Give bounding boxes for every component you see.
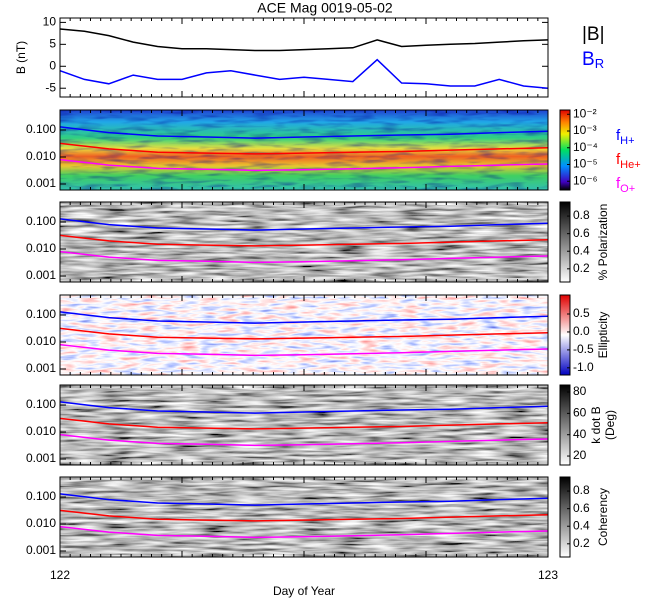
y-tick-label: 10 <box>43 15 57 29</box>
legend-label: |B| <box>582 24 605 45</box>
y-tick-label: 0.001 <box>26 268 56 282</box>
y-tick-label: 0.010 <box>26 149 56 163</box>
colorbar-label: % Polarization <box>596 204 610 281</box>
y-tick-label: 0.010 <box>26 241 56 255</box>
y-axis-label: B (nT) <box>14 41 28 74</box>
colorbar-tick-label: 0.0 <box>573 324 590 338</box>
y-tick-label: 0.010 <box>26 424 56 438</box>
y-tick-label: 0.010 <box>26 334 56 348</box>
colorbar-tick-label: 0.4 <box>573 243 590 257</box>
colorbar-tick-label: -1.0 <box>573 360 594 374</box>
series-line <box>60 58 548 89</box>
series-line <box>60 158 548 172</box>
colorbar-tick-label: 0.4 <box>573 518 590 532</box>
colorbar-tick-label: 20 <box>573 448 587 462</box>
series-line <box>60 343 548 357</box>
series-line <box>60 417 548 430</box>
series-line <box>60 28 548 52</box>
colorbar-tick-label: 60 <box>573 406 587 420</box>
y-tick-label: -5 <box>45 80 56 94</box>
y-tick-label: 0.001 <box>26 543 56 557</box>
y-tick-label: 0.100 <box>26 307 56 321</box>
series-line <box>60 311 548 324</box>
series-line <box>60 433 548 447</box>
y-tick-label: 5 <box>49 37 56 51</box>
x-tick-label: 122 <box>50 568 70 582</box>
y-tick-label: 0.100 <box>26 397 56 411</box>
x-tick-label: 123 <box>538 568 558 582</box>
y-tick-label: 0.100 <box>26 122 56 136</box>
colorbar <box>559 201 571 283</box>
colorbar-tick-label: 40 <box>573 427 587 441</box>
colorbar-tick-label: 10⁻⁶ <box>573 173 598 187</box>
legend-label: fHe+ <box>616 151 641 171</box>
legend-subscript: H+ <box>620 135 634 147</box>
series-line <box>60 218 548 231</box>
chart-title: ACE Mag 0019-05-02 <box>257 0 393 16</box>
colorbar-tick-label: 0.2 <box>573 261 590 275</box>
series-line <box>60 142 548 155</box>
legend-subscript: He+ <box>620 159 641 171</box>
series-line <box>60 250 548 264</box>
legend-subscript: R <box>595 56 604 71</box>
series-line <box>60 509 548 522</box>
y-tick-label: 0.001 <box>26 176 56 190</box>
legend-name: B <box>582 49 595 70</box>
colorbar <box>559 476 571 558</box>
colorbar <box>559 109 571 191</box>
colorbar <box>559 384 571 466</box>
legend-label: BR <box>582 49 604 71</box>
y-tick-label: 0.100 <box>26 489 56 503</box>
y-tick-label: 0.100 <box>26 214 56 228</box>
legend-name: |B| <box>582 24 605 45</box>
series-line <box>60 126 548 139</box>
colorbar-tick-label: -0.5 <box>573 342 594 356</box>
x-axis-label: Day of Year <box>273 584 335 598</box>
colorbar-tick-label: 80 <box>573 384 587 398</box>
legend-subscript: O+ <box>620 183 635 195</box>
colorbar-label: Ellipticity <box>596 312 610 359</box>
colorbar-tick-label: 0.2 <box>573 536 590 550</box>
legend-name: f <box>616 175 621 192</box>
colorbar-tick-label: 0.6 <box>573 226 590 240</box>
y-tick-label: 0.010 <box>26 516 56 530</box>
colorbar-tick-label: 10⁻³ <box>573 123 597 137</box>
colorbar-label: Coherency <box>596 488 610 546</box>
colorbar-tick-label: 0.6 <box>573 501 590 515</box>
colorbar-tick-label: 0.5 <box>573 306 590 320</box>
series-line <box>60 401 548 414</box>
series-line <box>60 327 548 340</box>
legend-name: f <box>616 151 621 168</box>
colorbar <box>559 294 571 376</box>
colorbar-tick-label: 10⁻² <box>573 106 597 120</box>
y-tick-label: 0.001 <box>26 451 56 465</box>
plot-frame <box>59 17 549 98</box>
y-tick-label: 0 <box>49 58 56 72</box>
colorbar-tick-label: 10⁻⁵ <box>573 157 598 171</box>
series-line <box>60 525 548 539</box>
colorbar-label: (Deg) <box>603 410 617 440</box>
legend-label: fO+ <box>616 175 635 195</box>
legend-name: f <box>616 127 621 144</box>
series-line <box>60 234 548 247</box>
colorbar-tick-label: 0.8 <box>573 483 590 497</box>
colorbar-tick-label: 0.8 <box>573 208 590 222</box>
series-line <box>60 493 548 506</box>
legend-label: fH+ <box>616 127 635 147</box>
y-tick-label: 0.001 <box>26 361 56 375</box>
colorbar-label: k dot B <box>589 406 603 443</box>
colorbar-tick-label: 10⁻⁴ <box>573 140 598 154</box>
